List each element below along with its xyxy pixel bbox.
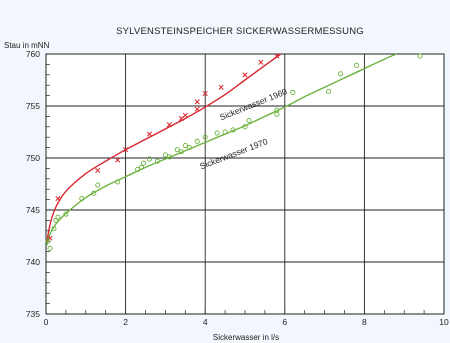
marker-1960 (55, 196, 61, 202)
marker-1970 (95, 182, 101, 188)
curve-1970 (46, 53, 397, 246)
marker-1960 (146, 131, 153, 137)
marker-1970 (417, 53, 423, 59)
marker-1970 (222, 129, 228, 135)
marker-1970 (154, 158, 160, 164)
marker-1970 (186, 145, 192, 151)
marker-1970 (63, 211, 69, 217)
marker-1960 (258, 59, 264, 65)
marker-1970 (45, 238, 51, 244)
y-axis-title: Stau in mNN (4, 41, 50, 50)
marker-1960 (242, 72, 248, 78)
marker-1970 (47, 245, 53, 252)
marker-1960 (194, 99, 200, 105)
y-tick-label: 760 (26, 49, 40, 59)
marker-1970 (174, 147, 180, 153)
x-tick-label: 8 (362, 317, 367, 327)
marker-1960 (202, 90, 208, 97)
marker-1970 (337, 71, 344, 77)
marker-1970 (230, 127, 236, 133)
x-tick-label: 10 (439, 317, 449, 327)
marker-1960 (123, 147, 129, 153)
marker-1970 (166, 154, 172, 160)
marker-1970 (194, 138, 200, 144)
x-tick-labels: 0 2 4 6 8 10 (44, 317, 449, 327)
marker-1970 (55, 214, 61, 220)
marker-1970 (274, 111, 280, 117)
marker-1970 (182, 142, 188, 149)
marker-1970 (79, 196, 85, 202)
marker-1970 (162, 152, 168, 158)
marker-1970 (326, 88, 332, 94)
x-tick-label: 0 (44, 317, 49, 327)
x-tick-label: 6 (282, 317, 287, 327)
marker-1960 (218, 84, 224, 90)
y-tick-label: 745 (26, 205, 40, 215)
y-tick-label: 735 (26, 309, 40, 319)
marker-1960 (166, 122, 172, 128)
curve-1960 (46, 53, 282, 244)
marker-1970 (178, 149, 184, 155)
marker-1970 (202, 134, 208, 140)
marker-1960 (182, 112, 188, 118)
marker-1970 (138, 164, 145, 170)
marker-1970 (146, 156, 153, 162)
y-tick-labels: 735 740 745 750 755 760 (26, 49, 40, 319)
marker-1960 (115, 157, 121, 163)
x-tick-label: 2 (123, 317, 128, 327)
y-tick-label: 750 (26, 153, 40, 163)
data-markers (45, 53, 423, 252)
x-axis-title: Sickerwasser in l/s (213, 333, 279, 342)
x-tick-label: 4 (203, 317, 208, 327)
marker-1970 (115, 179, 121, 185)
marker-1970 (134, 166, 141, 172)
marker-1960 (95, 167, 101, 174)
y-tick-label: 740 (26, 257, 40, 267)
marker-1970 (290, 89, 296, 96)
marker-1970 (246, 118, 252, 124)
marker-1970 (353, 62, 359, 68)
plot-area (45, 53, 445, 315)
marker-1970 (242, 124, 248, 130)
fitted-curves (46, 53, 397, 246)
marker-1960 (194, 106, 200, 112)
marker-1960 (178, 115, 184, 122)
marker-1970 (140, 160, 147, 166)
y-tick-label: 755 (26, 101, 40, 111)
marker-1970 (214, 130, 220, 136)
marker-1960 (274, 53, 280, 59)
marker-1970 (51, 226, 57, 232)
marker-1970 (91, 190, 97, 196)
chart-title: SYLVENSTEINSPEICHER SICKERWASSERMESSUNG (116, 26, 364, 37)
